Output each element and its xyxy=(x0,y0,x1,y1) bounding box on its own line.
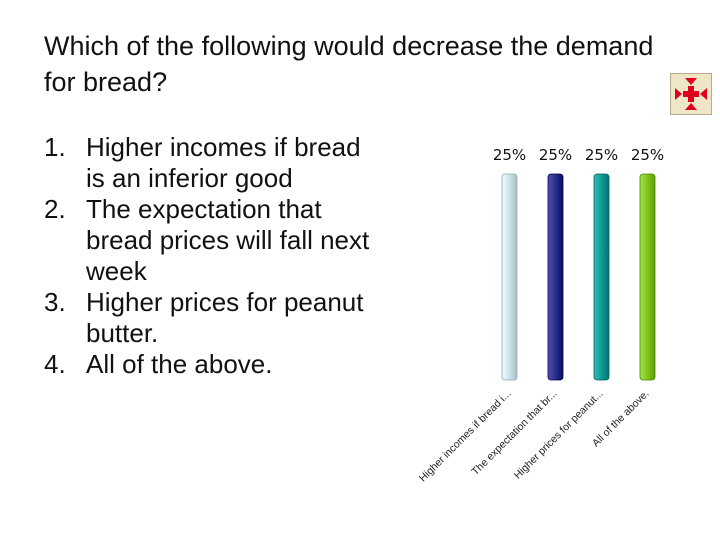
option-text: All of the above. xyxy=(86,349,273,379)
option-number: 1. xyxy=(44,132,66,162)
response-bar-chart: 25% Higher incomes if bread i... 25% The ex… xyxy=(417,146,664,485)
category-tick-label: Higher incomes if bread i... xyxy=(417,388,514,485)
answer-options: 1. Higher incomes if bread is an inferior… xyxy=(44,132,384,380)
bar-value-label: 25% xyxy=(539,146,572,164)
category-tick-label: Higher prices for peanut... xyxy=(512,388,606,482)
countdown-button[interactable] xyxy=(670,73,712,115)
option-number: 4. xyxy=(44,349,66,379)
question-title: Which of the following would decrease th… xyxy=(44,31,654,97)
answer-option: 4. All of the above. xyxy=(44,349,384,380)
option-text: Higher prices for peanut butter. xyxy=(86,287,364,348)
answer-option: 2. The expectation that bread prices will… xyxy=(44,194,384,287)
bar-value-label: 25% xyxy=(631,146,664,164)
countdown-arrows-icon xyxy=(675,78,707,110)
answer-option: 1. Higher incomes if bread is an inferior… xyxy=(44,132,384,194)
option-text: The expectation that bread prices will f… xyxy=(86,194,370,286)
option-text: Higher incomes if bread is an inferior g… xyxy=(86,132,361,193)
bar xyxy=(593,173,610,381)
bar xyxy=(639,173,656,381)
category-tick-label: The expectation that br... xyxy=(469,388,559,478)
bar xyxy=(501,173,518,381)
bar-value-label: 25% xyxy=(493,146,526,164)
answer-option: 3. Higher prices for peanut butter. xyxy=(44,287,384,349)
option-number: 3. xyxy=(44,287,66,317)
option-number: 2. xyxy=(44,194,66,224)
bar xyxy=(547,173,564,381)
bar-value-label: 25% xyxy=(585,146,618,164)
